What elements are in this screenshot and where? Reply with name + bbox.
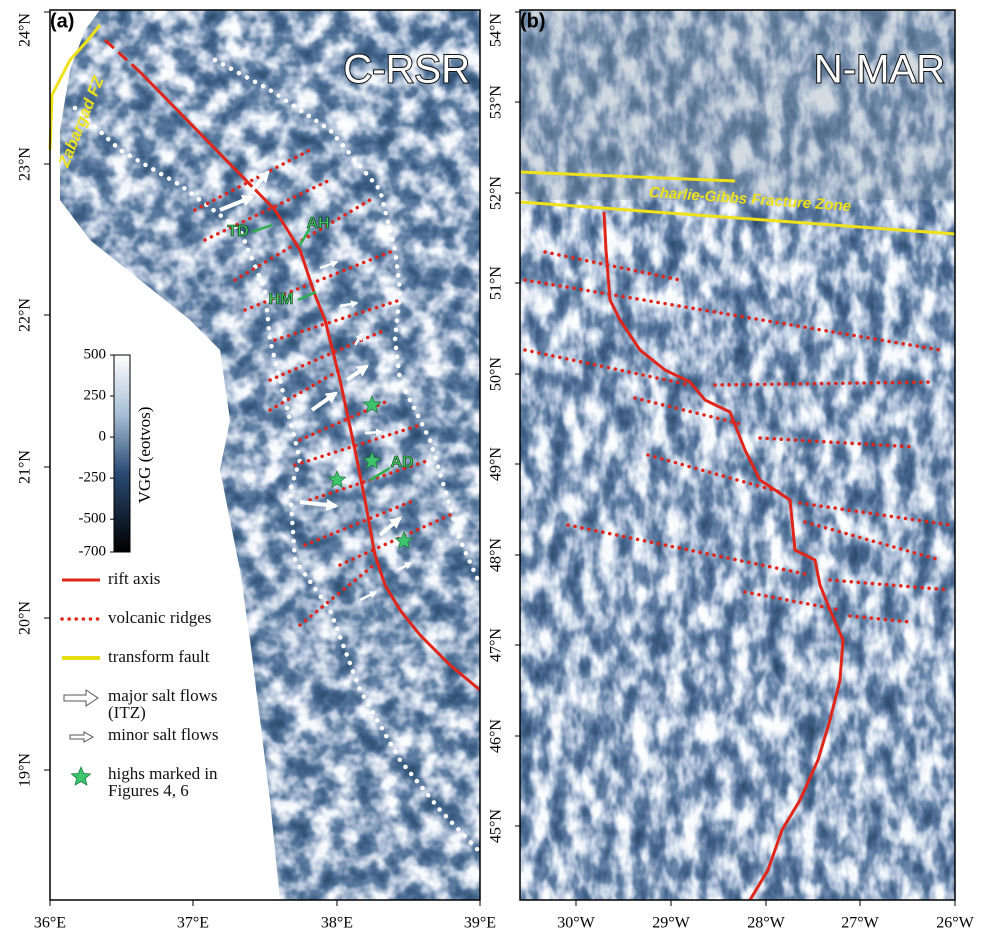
y-tick-label: 48°N <box>488 538 505 572</box>
feature-label: TD <box>227 223 248 240</box>
legend-label: volcanic ridges <box>108 609 220 626</box>
feature-label: AH <box>306 215 329 232</box>
x-tick-label: 36°E <box>34 915 66 932</box>
y-tick-label: 53°N <box>488 85 505 119</box>
y-tick-label: 24°N <box>17 13 34 47</box>
y-tick-label: 46°N <box>488 719 505 753</box>
y-tick-label: 23°N <box>17 147 34 181</box>
panel-title: N-MAR <box>814 48 945 92</box>
colorbar-tick-label: 500 <box>84 346 107 362</box>
y-tick-label: 54°N <box>488 13 505 47</box>
colorbar <box>114 355 130 552</box>
legend-label: rift axis <box>108 570 220 587</box>
x-tick-label: 30°W <box>557 915 595 932</box>
y-tick-label: 49°N <box>488 447 505 481</box>
legend-label: minor salt flows <box>108 726 220 743</box>
x-tick-label: 28°W <box>747 915 785 932</box>
y-tick-label: 21°N <box>17 450 34 484</box>
y-tick-label: 47°N <box>488 628 505 662</box>
y-tick-label: 20°N <box>17 601 34 635</box>
feature-label: HM <box>269 291 294 308</box>
y-tick-label: 50°N <box>488 357 505 391</box>
colorbar-tick-label: -500 <box>79 511 107 527</box>
panel-title: C-RSR <box>343 48 470 92</box>
x-tick-label: 26°W <box>936 915 974 932</box>
y-tick-label: 45°N <box>488 809 505 843</box>
y-tick-label: 52°N <box>488 176 505 210</box>
colorbar-tick-label: 250 <box>84 387 107 403</box>
panel-label: (a) <box>50 10 74 32</box>
x-tick-label: 29°W <box>652 915 690 932</box>
feature-label: AD <box>390 454 413 471</box>
legend-label: transform fault <box>108 648 220 665</box>
minor-salt-flow <box>365 432 382 433</box>
y-tick-label: 19°N <box>17 753 34 787</box>
panel-b-map <box>520 10 955 900</box>
x-tick-label: 37°E <box>177 915 209 932</box>
y-tick-label: 22°N <box>17 298 34 332</box>
panel-label: (b) <box>520 10 546 32</box>
x-tick-label: 38°E <box>321 915 353 932</box>
legend-label: major salt flows (ITZ) <box>108 687 220 721</box>
figure: TDAHHMADZabargad FZCharlie-Gibbs Fractur… <box>0 0 990 942</box>
y-tick-label: 51°N <box>488 266 505 300</box>
colorbar-title: VGG (eotvos) <box>135 407 154 504</box>
colorbar-tick-label: 0 <box>99 429 107 445</box>
north-block <box>520 10 955 200</box>
colorbar-tick-label: -700 <box>79 543 107 559</box>
legend-label: highs marked in Figures 4, 6 <box>108 765 220 799</box>
x-tick-label: 39°E <box>464 915 496 932</box>
x-tick-label: 27°W <box>841 915 879 932</box>
colorbar-tick-label: -250 <box>79 470 107 486</box>
